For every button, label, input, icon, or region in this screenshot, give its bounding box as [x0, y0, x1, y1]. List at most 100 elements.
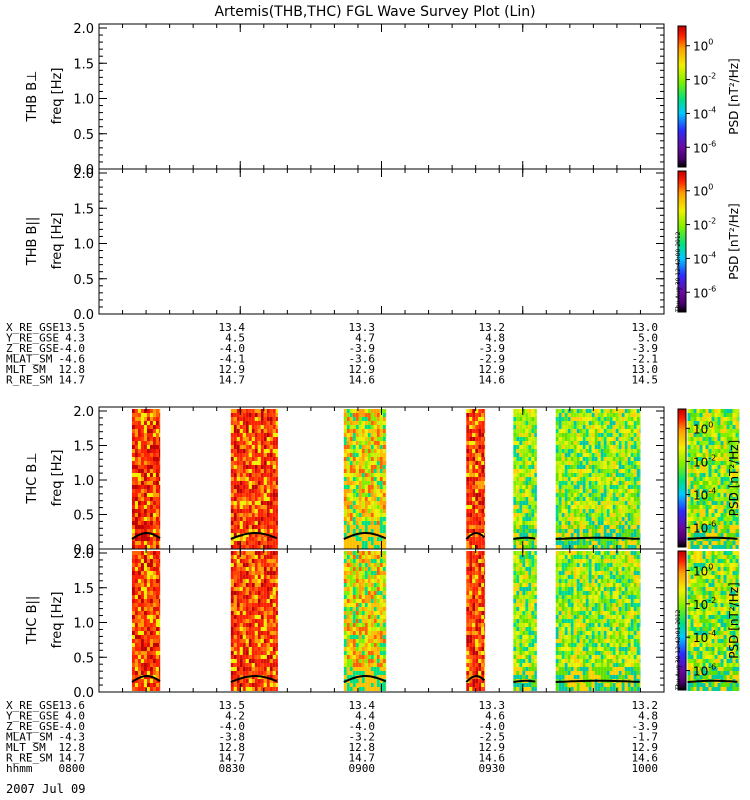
colorbar-tick-label: 10-4	[693, 105, 716, 121]
ephem-value: -4.0	[479, 720, 506, 733]
ephem-row-label: X_RE_GSE	[6, 321, 59, 334]
ephem-value: 12.8	[59, 363, 86, 376]
colorbar	[677, 408, 687, 548]
ephemeris-thb: X_RE_GSE 13.5 13.4 13.3 13.2 13.0 Y_RE_GSE 4.3 4…	[6, 321, 658, 387]
ephem-value: 13.5	[219, 699, 246, 712]
ephem-value: 13.4	[219, 321, 246, 334]
thc-spectrogram-layer	[131, 409, 740, 691]
spectrogram-segment	[343, 409, 387, 549]
ephem-value: 13.2	[632, 699, 659, 712]
ephem-value: -2.5	[479, 731, 506, 744]
trace-line	[131, 531, 161, 540]
ephem-value: 14.7	[59, 752, 86, 765]
colorbar-tick-label: 10-6	[693, 284, 716, 300]
ephem-row-label: X_RE_GSE	[6, 699, 59, 712]
plot-stamp-thb: Thu Aug 30 12:42:00 2012	[675, 231, 682, 313]
ephem-value: -4.3	[59, 731, 86, 744]
ephem-value: 13.4	[349, 699, 376, 712]
ephem-value: 12.9	[349, 363, 376, 376]
plot-stamp-thc: Thu Aug 30 12:42:01 2012	[675, 609, 682, 691]
ephem-value: -3.8	[219, 731, 246, 744]
ephem-row-label: MLAT_SM	[6, 731, 53, 744]
colorbar-tick-label: 10-2	[693, 217, 716, 233]
ephem-row-label: R_RE_SM	[6, 374, 53, 387]
spectrogram-segment	[465, 551, 486, 691]
ephem-value: 4.2	[225, 710, 245, 723]
ylabel-thb-perp: freq [Hz]	[50, 68, 65, 125]
y-tick-label: 1.5	[73, 202, 94, 217]
spectrogram-segment	[513, 409, 537, 549]
ephem-value: 4.6	[485, 710, 505, 723]
y-tick-label: 0.0	[73, 308, 94, 323]
y-tick-label: 0.0	[73, 163, 94, 178]
trace-line	[687, 536, 738, 540]
ephem-value: -4.0	[59, 342, 86, 355]
trace-line	[343, 675, 387, 683]
ephem-value: 13.2	[479, 321, 506, 334]
ephem-value: 12.9	[219, 363, 246, 376]
y-tick-label: 1.5	[73, 57, 94, 72]
ephem-value: 1000	[632, 762, 659, 775]
ephem-value: 14.6	[479, 752, 506, 765]
y-tick-label: 1.5	[73, 440, 94, 455]
ephem-value: 12.8	[349, 741, 376, 754]
y-tick-label: 2.0	[73, 167, 94, 182]
y-tick-label: 0.5	[73, 128, 94, 143]
trace-line	[230, 532, 278, 540]
trace-line	[555, 536, 640, 540]
y-tick-label: 1.0	[73, 474, 94, 489]
ephem-value: 13.6	[59, 699, 86, 712]
y-tick-label: 1.5	[73, 582, 94, 597]
colorbar-tick-label: 100	[693, 183, 713, 199]
ephem-value: -4.1	[219, 353, 246, 366]
spectrogram-segment	[513, 551, 537, 691]
panel-thb-perp	[98, 23, 665, 170]
ephem-value: -4.6	[59, 353, 86, 366]
trace-line	[230, 675, 278, 683]
y-tick-label: 1.0	[73, 238, 94, 253]
ephem-value: -1.7	[632, 731, 659, 744]
ephem-value: 4.7	[355, 332, 375, 345]
y-tick-label: 2.0	[73, 547, 94, 562]
ephem-value: -4.0	[59, 720, 86, 733]
y-tick-label: 0.0	[73, 543, 94, 558]
panel-label-thc-perp: THC B⊥	[25, 452, 40, 504]
ephem-row-label: MLT_SM	[6, 363, 46, 376]
spectrogram-segment	[687, 551, 740, 691]
date-label: 2007 Jul 09	[6, 782, 85, 796]
panel-thb-par	[98, 168, 665, 315]
ephem-value: 4.8	[638, 710, 658, 723]
spectrogram-segment	[465, 409, 486, 549]
ephem-value: 5.0	[638, 332, 658, 345]
ephem-value: -2.9	[479, 353, 506, 366]
ephem-value: 4.0	[65, 710, 85, 723]
ephem-value: 12.8	[219, 741, 246, 754]
ephem-row-label: Y_RE_GSE	[6, 710, 59, 723]
colorbar-tick-label: 100	[693, 38, 713, 54]
ephem-value: 14.7	[219, 752, 246, 765]
colorbar-label: PSD [nT²/Hz]	[727, 203, 741, 279]
ephem-row-label: MLAT_SM	[6, 353, 53, 366]
spectrogram-segment	[230, 551, 278, 691]
panel-label-thc-par: THC B||	[25, 596, 40, 646]
y-tick-label: 0.5	[73, 651, 94, 666]
y-tick-label: 0.0	[73, 686, 94, 701]
trace-line	[465, 531, 485, 540]
trace-line	[513, 536, 536, 540]
ylabel-thc-perp: freq [Hz]	[50, 450, 65, 507]
ylabel-thc-par: freq [Hz]	[50, 592, 65, 649]
ephem-value: -3.9	[479, 342, 506, 355]
trace-line	[555, 679, 640, 683]
ephem-value: 4.3	[65, 332, 85, 345]
colorbar-label: PSD [nT²/Hz]	[727, 582, 741, 658]
ephem-row-label: Y_RE_GSE	[6, 332, 59, 345]
ephem-value: 13.0	[632, 321, 659, 334]
spectrogram-segment	[555, 551, 641, 691]
ephem-value: 4.4	[355, 710, 375, 723]
ephem-value: 12.9	[632, 741, 659, 754]
colorbar-label: PSD [nT²/Hz]	[727, 440, 741, 516]
colorbar	[677, 170, 687, 313]
colorbar	[677, 25, 687, 168]
ephem-value: 12.9	[479, 741, 506, 754]
